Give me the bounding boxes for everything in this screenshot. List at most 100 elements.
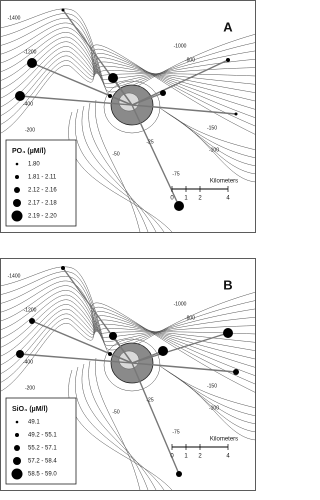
transect-line	[19, 95, 133, 106]
scale-tick-label: 4	[226, 196, 230, 202]
contour-label: -75	[172, 429, 179, 435]
legend-title: SiO₄ (µM/l)	[12, 406, 48, 413]
contour-label: -1000	[174, 301, 187, 307]
legend-symbol	[13, 457, 21, 465]
figure: -1400-1200-1000-800-400-200-25-50-75-100…	[0, 0, 256, 491]
panel-label: B	[223, 277, 232, 292]
transect-line	[131, 362, 237, 373]
scale-tick-label: 1	[184, 196, 188, 202]
station	[223, 328, 233, 338]
transect-line	[131, 332, 229, 364]
legend-symbol	[11, 210, 23, 222]
station	[233, 369, 239, 375]
legend-symbol	[13, 199, 21, 207]
contour-label: -1400	[8, 15, 21, 21]
contour-label: -400	[23, 101, 33, 107]
station	[158, 346, 168, 356]
contour-label: -75	[172, 171, 179, 177]
scale-tick-label: 0	[170, 454, 174, 460]
station	[226, 58, 230, 62]
legend-symbol	[11, 468, 23, 480]
contour-line	[0, 48, 256, 127]
legend-title: PO₄ (µM/l)	[12, 148, 46, 155]
transect-line	[131, 59, 229, 106]
contour-label: -1400	[8, 273, 21, 279]
scale-tick-label: 2	[198, 454, 202, 460]
transect-line	[131, 362, 180, 475]
contour-label: -800	[185, 315, 195, 321]
contour-line	[0, 302, 256, 394]
contour-line	[0, 44, 256, 136]
contour-label: -1000	[174, 43, 187, 49]
contour-label: -25	[146, 397, 153, 403]
contour-line	[0, 306, 256, 385]
scale-tick-label: 4	[226, 454, 230, 460]
contour-label: -1200	[24, 307, 37, 313]
transect-line	[109, 95, 133, 106]
station	[29, 318, 35, 324]
contour-label: -200	[25, 385, 35, 391]
page: {"panels":[ {"label":"A","contour_labels…	[0, 0, 256, 491]
contour-line	[0, 41, 256, 94]
transect-line	[109, 353, 133, 364]
legend-symbol	[15, 175, 19, 179]
panel-label: A	[223, 19, 233, 34]
contour-label: -800	[185, 57, 195, 63]
contour-label: -25	[146, 139, 153, 145]
station	[61, 8, 65, 12]
station	[174, 201, 184, 211]
legend-item: 2.19 - 2.20	[28, 214, 57, 220]
station	[234, 112, 238, 116]
station	[61, 266, 65, 270]
station	[108, 352, 112, 356]
contour-line	[68, 111, 256, 233]
scale-tick-label: 0	[170, 196, 174, 202]
transect-line	[19, 353, 133, 364]
scale-unit: Kilometers	[210, 179, 238, 185]
legend-symbol	[14, 445, 20, 451]
station	[27, 58, 37, 68]
legend-item: 55.2 - 57.1	[28, 446, 57, 452]
contour-line	[75, 366, 256, 491]
legend-symbol	[15, 162, 19, 166]
contour-label: -50	[112, 151, 119, 157]
contour-label: -150	[207, 125, 217, 131]
contour-label: -1200	[24, 49, 37, 55]
transect-line	[62, 267, 133, 364]
contour-label: -100	[209, 405, 219, 411]
contour-label: -50	[112, 409, 119, 415]
contour-line	[75, 108, 256, 233]
legend-item: 1.80	[28, 162, 40, 168]
scale-tick-label: 2	[198, 196, 202, 202]
transect-line	[131, 104, 180, 207]
contour-line	[0, 311, 256, 377]
contour-label: -200	[25, 127, 35, 133]
legend-item: 1.81 - 2.11	[28, 175, 57, 181]
station	[108, 73, 118, 83]
station	[109, 332, 117, 340]
legend-symbol	[15, 420, 19, 424]
contour-label: -100	[209, 147, 219, 153]
station	[160, 90, 166, 96]
map-panel: -1400-1200-1000-800-400-200-25-50-75-100…	[0, 0, 256, 233]
contour-line	[0, 53, 256, 119]
station	[108, 94, 112, 98]
map-panel: -1400-1200-1000-800-400-200-25-50-75-100…	[0, 258, 256, 491]
legend-item: 49.2 - 55.1	[28, 433, 57, 439]
transect-line	[62, 9, 133, 106]
scale-tick-label: 1	[184, 454, 188, 460]
scale-unit: Kilometers	[210, 437, 238, 443]
legend-item: 2.12 - 2.16	[28, 188, 57, 194]
contour-label: -400	[23, 359, 33, 365]
legend-symbol	[14, 187, 20, 193]
contour-line	[0, 299, 256, 352]
legend-item: 57.2 - 58.4	[28, 459, 57, 465]
station	[16, 350, 24, 358]
legend-item: 2.17 - 2.18	[28, 201, 57, 207]
station	[176, 471, 182, 477]
contour-line	[68, 369, 256, 491]
legend-item: 49.1	[28, 420, 40, 426]
station	[15, 91, 25, 101]
legend-item: 58.5 - 59.0	[28, 472, 57, 478]
transect-line	[131, 104, 237, 115]
